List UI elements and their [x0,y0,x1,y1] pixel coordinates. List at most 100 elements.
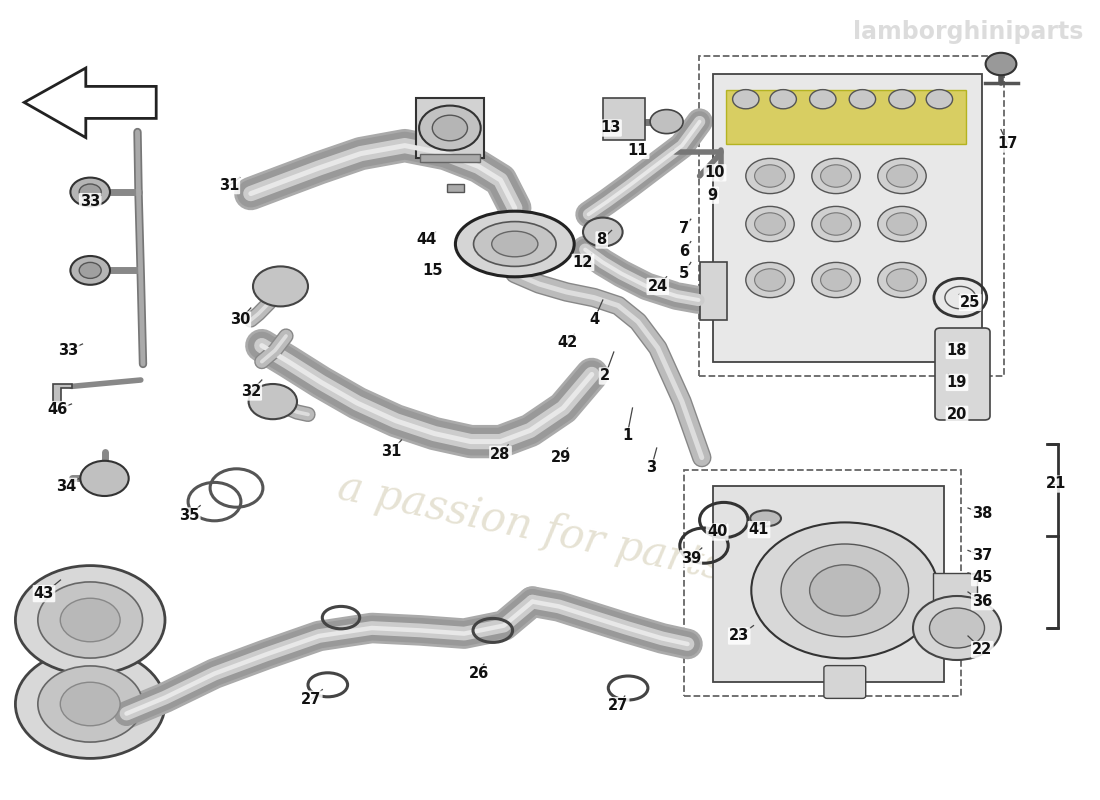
Text: 31: 31 [219,178,239,193]
Text: 15: 15 [422,263,442,278]
Text: 36: 36 [972,594,992,609]
Circle shape [913,596,1001,660]
Text: 25: 25 [960,295,980,310]
Text: 22: 22 [972,642,992,657]
Circle shape [755,269,785,291]
Text: 13: 13 [601,121,620,135]
FancyBboxPatch shape [935,328,990,420]
Text: 3: 3 [646,461,657,475]
Text: 34: 34 [56,479,76,494]
Text: 38: 38 [972,506,992,521]
Text: 18: 18 [947,343,967,358]
Text: 45: 45 [972,570,992,585]
Text: 1: 1 [621,429,632,443]
Circle shape [80,461,129,496]
Text: 26: 26 [469,666,488,681]
Circle shape [878,206,926,242]
Text: 33: 33 [80,194,100,209]
Text: a passion for parts...: a passion for parts... [333,466,767,598]
Text: 37: 37 [972,549,992,563]
Circle shape [781,544,909,637]
Text: 32: 32 [241,385,261,399]
Circle shape [249,384,297,419]
Circle shape [986,53,1016,75]
Circle shape [810,90,836,109]
Circle shape [746,262,794,298]
Text: 17: 17 [998,137,1018,151]
Bar [603,98,645,140]
Bar [420,154,480,162]
Text: 21: 21 [1046,477,1066,491]
Circle shape [849,90,876,109]
Circle shape [930,608,984,648]
Circle shape [812,206,860,242]
Circle shape [755,165,785,187]
Circle shape [15,650,165,758]
Bar [713,486,944,682]
Circle shape [37,666,143,742]
Text: 27: 27 [608,698,628,713]
Circle shape [746,206,794,242]
Text: 12: 12 [573,255,593,270]
Bar [713,74,982,362]
Circle shape [746,158,794,194]
Text: 9: 9 [707,188,718,202]
Circle shape [887,213,917,235]
Text: 35: 35 [179,509,199,523]
Text: 24: 24 [648,279,668,294]
Text: 2: 2 [600,369,610,383]
Text: 43: 43 [34,586,54,601]
Polygon shape [53,384,72,402]
Text: 4: 4 [588,313,600,327]
Circle shape [15,566,165,674]
Circle shape [821,213,851,235]
Circle shape [812,262,860,298]
Circle shape [733,90,759,109]
Circle shape [887,165,917,187]
Circle shape [60,598,120,642]
Text: 29: 29 [551,450,571,465]
Bar [698,56,1004,376]
Text: 8: 8 [596,233,607,247]
Circle shape [79,262,101,278]
Circle shape [821,165,851,187]
Circle shape [70,256,110,285]
Text: 33: 33 [58,343,78,358]
Bar [447,184,464,192]
Circle shape [821,269,851,291]
Text: 5: 5 [679,266,690,281]
Circle shape [926,90,953,109]
Text: lamborghiniparts: lamborghiniparts [854,20,1084,44]
Circle shape [60,682,120,726]
Circle shape [755,213,785,235]
Ellipse shape [455,211,574,277]
Text: 41: 41 [749,522,769,537]
Circle shape [253,266,308,306]
Text: 20: 20 [947,407,967,422]
Circle shape [79,184,101,200]
Circle shape [419,106,481,150]
Text: 30: 30 [230,313,250,327]
Circle shape [812,158,860,194]
Circle shape [878,262,926,298]
Circle shape [810,565,880,616]
Text: 42: 42 [558,335,578,350]
Ellipse shape [474,222,557,266]
Circle shape [751,522,938,658]
Text: 23: 23 [729,629,749,643]
Ellipse shape [750,510,781,526]
Circle shape [583,218,623,246]
Text: 40: 40 [707,525,727,539]
Bar [726,90,966,144]
Circle shape [889,90,915,109]
Bar [933,573,977,608]
Text: 44: 44 [417,233,437,247]
Text: 7: 7 [679,222,690,236]
Text: 28: 28 [491,447,510,462]
Text: 31: 31 [382,444,402,458]
Circle shape [650,110,683,134]
Text: 10: 10 [705,166,725,180]
Text: 27: 27 [301,692,321,706]
Circle shape [878,158,926,194]
Bar [416,98,484,158]
